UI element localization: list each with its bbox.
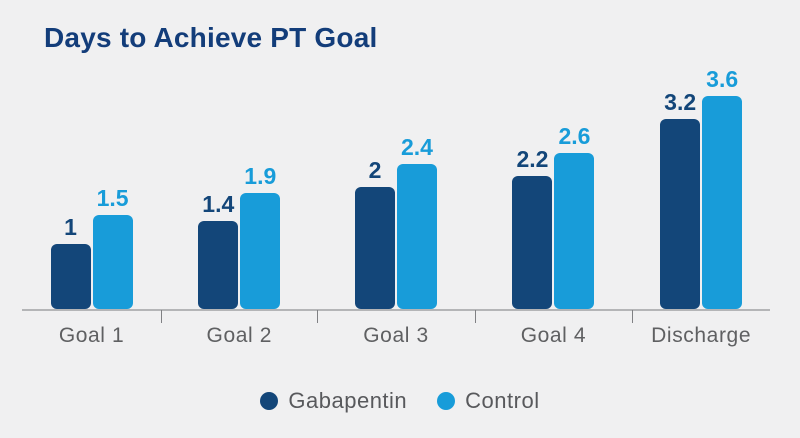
category-label-goal-4: Goal 4 <box>520 324 587 347</box>
bar-wrap-control-goal-3: 2.4 <box>396 136 437 309</box>
value-label-control-goal-1: 1.5 <box>96 185 129 211</box>
bar-control-discharge <box>702 96 743 309</box>
bar-wrap-control-goal-4: 2.6 <box>554 125 595 309</box>
value-label-gabapentin-goal-2: 1.4 <box>202 191 235 217</box>
bar-gabapentin-discharge <box>660 119 701 309</box>
category-label-discharge: Discharge <box>651 324 752 347</box>
bar-group-goal-3: 2 2.4 <box>317 60 474 309</box>
legend: Gabapentin Control <box>0 390 800 412</box>
axis-tick <box>317 310 319 323</box>
bar-wrap-control-discharge: 3.6 <box>702 68 743 309</box>
bar-wrap-gabapentin-goal-4: 2.2 <box>512 148 553 309</box>
value-label-control-goal-4: 2.6 <box>558 123 591 149</box>
value-label-control-goal-2: 1.9 <box>244 163 277 189</box>
bar-wrap-gabapentin-goal-3: 2 <box>354 159 395 309</box>
bar-gabapentin-goal-2 <box>198 221 239 309</box>
bar-wrap-control-goal-1: 1.5 <box>92 187 133 309</box>
value-label-gabapentin-goal-4: 2.2 <box>516 146 549 172</box>
bar-group-goal-1: 1 1.5 <box>22 60 161 309</box>
plot-area: 1 1.5 1.4 1.9 2 2.4 2.2 2.6 3.2 3.6 <box>22 60 770 309</box>
value-label-control-goal-3: 2.4 <box>400 134 433 160</box>
bar-wrap-gabapentin-discharge: 3.2 <box>660 91 701 309</box>
bar-gabapentin-goal-1 <box>50 244 91 309</box>
legend-label-gabapentin: Gabapentin <box>288 388 408 413</box>
bar-wrap-gabapentin-goal-1: 1 <box>50 216 91 309</box>
bar-gabapentin-goal-4 <box>512 176 553 309</box>
bar-control-goal-3 <box>396 164 437 309</box>
bar-control-goal-2 <box>240 193 281 309</box>
legend-swatch-control-icon <box>437 392 456 410</box>
bar-group-discharge: 3.2 3.6 <box>632 60 770 309</box>
bar-wrap-gabapentin-goal-2: 1.4 <box>198 193 239 309</box>
category-label-goal-3: Goal 3 <box>363 324 429 347</box>
x-axis-line <box>22 309 770 311</box>
axis-tick <box>161 310 163 323</box>
bar-wrap-control-goal-2: 1.9 <box>240 165 281 309</box>
category-label-goal-2: Goal 2 <box>206 324 273 347</box>
chart-title: Days to Achieve PT Goal <box>44 22 378 53</box>
bar-control-goal-1 <box>92 215 133 309</box>
legend-item-gabapentin: Gabapentin <box>260 390 407 412</box>
bar-gabapentin-goal-3 <box>354 187 395 309</box>
value-label-control-discharge: 3.6 <box>706 66 739 92</box>
value-label-gabapentin-discharge: 3.2 <box>664 89 697 115</box>
bar-control-goal-4 <box>554 153 595 309</box>
bar-group-goal-4: 2.2 2.6 <box>475 60 633 309</box>
axis-tick <box>632 310 634 323</box>
legend-label-control: Control <box>465 388 540 413</box>
category-labels-row: Goal 1 Goal 2 Goal 3 Goal 4 Discharge <box>22 323 770 348</box>
bar-group-goal-2: 1.4 1.9 <box>161 60 317 309</box>
legend-swatch-gabapentin-icon <box>260 392 279 410</box>
value-label-gabapentin-goal-1: 1 <box>64 214 77 240</box>
value-label-gabapentin-goal-3: 2 <box>368 157 382 183</box>
axis-tick <box>474 310 476 323</box>
category-label-goal-1: Goal 1 <box>58 324 125 347</box>
legend-item-control: Control <box>437 390 539 412</box>
